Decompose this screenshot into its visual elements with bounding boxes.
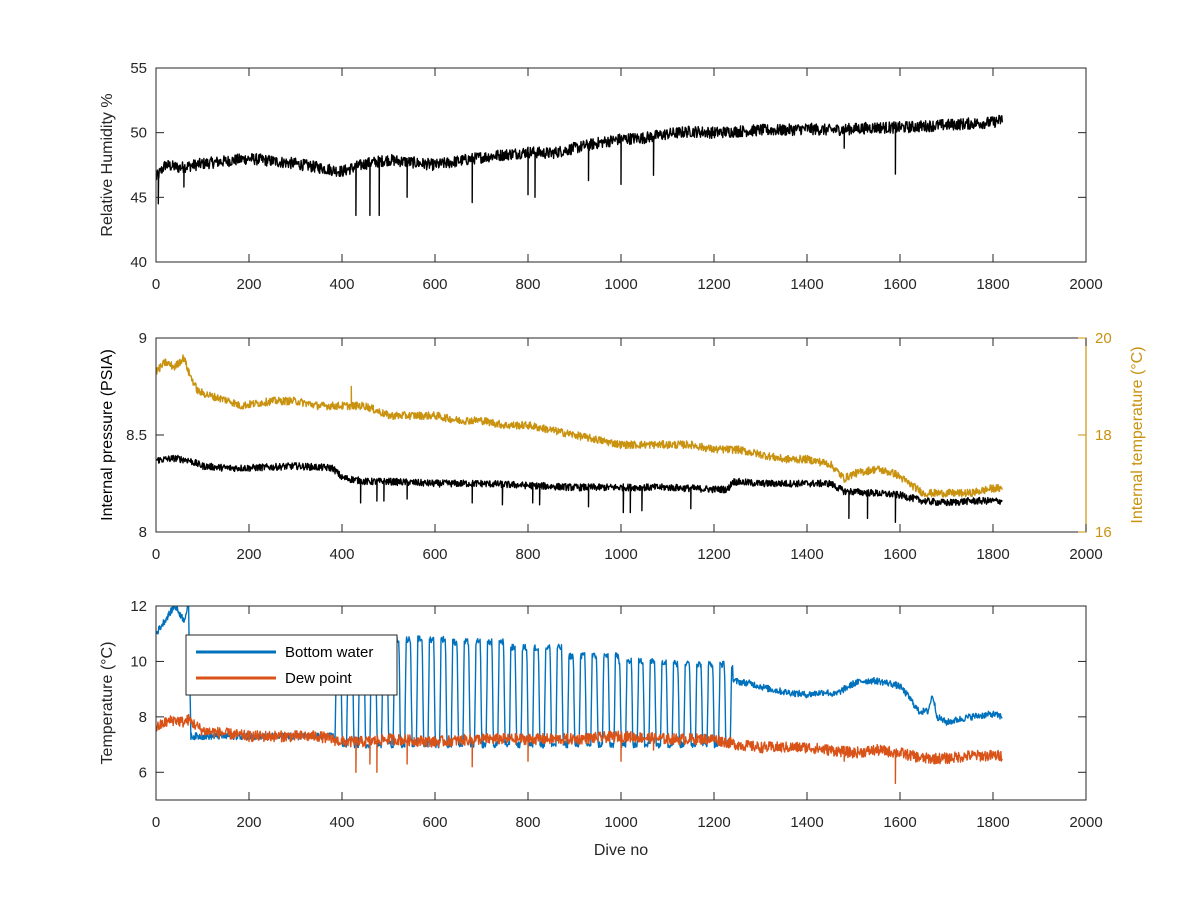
x-tick-label: 400 <box>329 276 354 293</box>
x-tick-label: 1400 <box>790 276 823 293</box>
x-tick-label: 2000 <box>1069 546 1102 563</box>
x-tick-label: 800 <box>515 814 540 831</box>
series-line-2 <box>156 354 1003 498</box>
x-tick-label: 1600 <box>883 276 916 293</box>
plot-area <box>156 114 1003 217</box>
x-tick-label: 600 <box>422 814 447 831</box>
y-tick-label: 55 <box>130 60 147 77</box>
x-tick-label: 600 <box>422 276 447 293</box>
y-tick-label-right: 20 <box>1095 330 1112 347</box>
y-tick-label: 8.5 <box>126 427 147 444</box>
y-tick-label: 45 <box>130 189 147 206</box>
panel-3: 0 200 400 600 800 1000 1200 1400 1600 1800 2000 6 8 1… <box>99 598 1103 859</box>
x-tick-label: 200 <box>236 814 261 831</box>
panel-2: 0 200 400 600 800 1000 1200 1400 1600 1800 2000 8 8.… <box>99 330 1146 563</box>
x-tick-label: 2000 <box>1069 814 1102 831</box>
x-tick-label: 1000 <box>604 546 637 563</box>
series-line-dew-point <box>156 713 1003 785</box>
x-tick-label: 1600 <box>883 814 916 831</box>
x-tick-label: 1800 <box>976 276 1009 293</box>
plot-area <box>156 606 1003 785</box>
x-tick-label: 800 <box>515 546 540 563</box>
y-tick-label: 6 <box>139 764 147 781</box>
y-axis-label: Relative Humidity % <box>99 93 116 236</box>
x-tick-label: 1000 <box>604 814 637 831</box>
y-tick-label-right: 16 <box>1095 524 1112 541</box>
legend-box <box>185 634 398 696</box>
x-tick-label: 200 <box>236 276 261 293</box>
x-tick-label: 0 <box>152 276 160 293</box>
plot-area <box>156 354 1003 523</box>
series-line-1 <box>156 114 1003 217</box>
x-tick-label: 1600 <box>883 546 916 563</box>
x-tick-label: 1800 <box>976 814 1009 831</box>
x-tick-label: 1000 <box>604 276 637 293</box>
panel-1: 0 200 400 600 800 1000 1200 1400 1600 1800 2000 40 4… <box>99 60 1103 293</box>
x-tick-label: 1200 <box>697 814 730 831</box>
x-tick-label: 400 <box>329 814 354 831</box>
x-tick-label: 400 <box>329 546 354 563</box>
y-tick-label: 12 <box>130 598 147 615</box>
x-tick-label: 1200 <box>697 546 730 563</box>
y-axis-label: Temperature (°C) <box>99 642 116 765</box>
legend: Bottom water Dew point <box>185 634 398 696</box>
x-tick-label: 1800 <box>976 546 1009 563</box>
legend-label: Dew point <box>285 670 353 687</box>
chart-root: 0 200 400 600 800 1000 1200 1400 1600 1800 2000404… <box>99 60 1146 859</box>
y-tick-label: 8 <box>139 709 147 726</box>
x-axis-label: Dive no <box>594 842 648 859</box>
x-tick-label: 1400 <box>790 546 823 563</box>
x-tick-label: 200 <box>236 546 261 563</box>
legend-label: Bottom water <box>285 644 373 661</box>
x-tick-label: 1200 <box>697 276 730 293</box>
y-tick-label: 40 <box>130 254 147 271</box>
y-tick-label: 8 <box>139 524 147 541</box>
y-tick-label: 50 <box>130 125 147 142</box>
y-tick-label: 10 <box>130 653 147 670</box>
x-tick-label: 0 <box>152 814 160 831</box>
x-tick-label: 600 <box>422 546 447 563</box>
x-tick-label: 0 <box>152 546 160 563</box>
y-tick-label-right: 18 <box>1095 427 1112 444</box>
y-axis-label: Internal pressure (PSIA) <box>99 349 116 521</box>
x-tick-label: 800 <box>515 276 540 293</box>
y-tick-label: 9 <box>139 330 147 347</box>
series-line-1 <box>156 454 1003 523</box>
y-axis-label-right: Internal temperature (°C) <box>1129 346 1146 523</box>
x-tick-label: 2000 <box>1069 276 1102 293</box>
x-tick-label: 1400 <box>790 814 823 831</box>
